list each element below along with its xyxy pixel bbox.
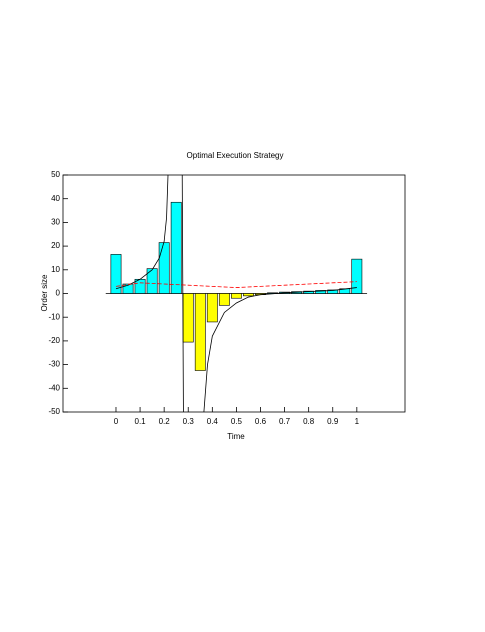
y-tick-label: 30 [51,218,60,227]
bar [303,290,315,294]
x-tick-label: 0.6 [255,417,267,426]
y-tick-label: 40 [51,194,60,203]
bar [194,293,206,371]
bar [230,293,242,299]
y-tick-label: 0 [56,289,61,298]
y-tick-label: -10 [48,312,60,321]
chart-title: Optimal Execution Strategy [187,151,284,160]
bar [110,254,122,294]
y-tick-label: -50 [48,407,60,416]
y-tick-label: -30 [48,360,60,369]
x-tick-label: 0.7 [279,417,291,426]
x-tick-label: 0.2 [159,417,171,426]
bar [351,258,363,294]
x-tick-label: 0.1 [135,417,147,426]
y-tick-label: 10 [51,265,60,274]
x-tick-label: 0.8 [303,417,315,426]
y-tick-label: -40 [48,383,60,392]
y-tick-label: 20 [51,241,60,250]
x-tick-label: 0 [114,417,119,426]
y-tick-label: -20 [48,336,60,345]
x-axis-label: Time [227,432,245,441]
bar [158,242,170,294]
bar [243,293,254,297]
x-tick-label: 0.4 [207,417,219,426]
bar [315,290,327,294]
bar [327,289,339,294]
x-tick-label: 0.3 [183,417,195,426]
bar [218,293,230,306]
bar [170,201,182,294]
bar [146,268,158,294]
bar [206,293,218,323]
x-tick-label: 0.9 [327,417,339,426]
y-tick-label: 50 [51,170,60,179]
x-tick-label: 1 [355,417,360,426]
curve [115,281,357,288]
bar [182,293,194,343]
x-tick-label: 0.5 [231,417,243,426]
y-axis-label: Order size [40,274,49,311]
bar [122,283,134,294]
